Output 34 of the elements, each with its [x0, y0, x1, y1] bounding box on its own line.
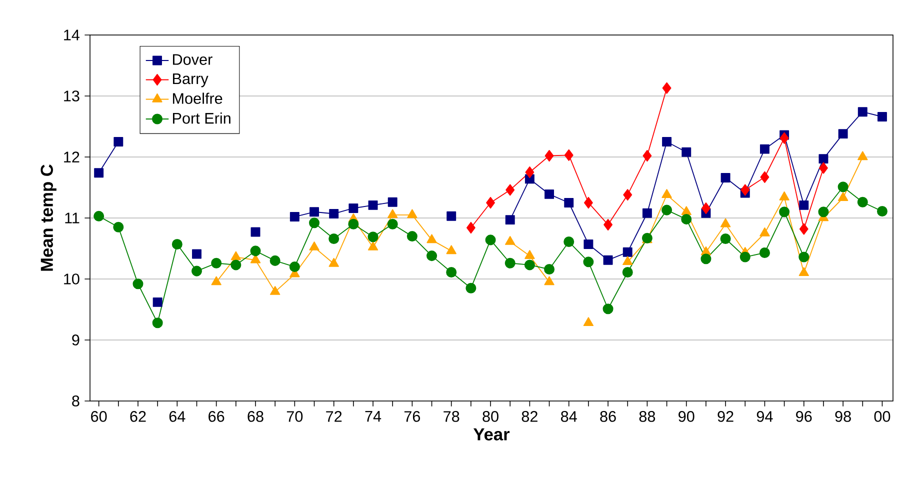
x-tick-label: 70 [286, 411, 303, 422]
y-tick-label: 8 [72, 396, 80, 406]
x-tick-label: 96 [796, 411, 812, 422]
x-tick-label: 00 [874, 411, 890, 422]
x-tick-label: 72 [326, 411, 342, 422]
y-tick-label: 9 [72, 334, 80, 346]
x-tick-label: 82 [522, 411, 538, 422]
x-tick-label: 78 [444, 411, 460, 422]
x-tick-label: 62 [130, 411, 146, 422]
x-tick-label: 94 [756, 411, 773, 422]
legend-label: Port Erin [173, 112, 230, 124]
x-tick-label: 86 [600, 411, 616, 422]
x-tick-label: 68 [248, 411, 264, 422]
y-axis-title: Mean temp C [40, 164, 56, 271]
legend-label: Barry [173, 73, 208, 88]
x-tick-label: 64 [169, 411, 186, 422]
y-tick-label: 14 [64, 30, 80, 40]
x-tick-label: 74 [365, 411, 382, 422]
y-tick-label: 12 [64, 152, 80, 162]
y-tick-label: 10 [64, 274, 80, 284]
legend-label: Dover [173, 54, 212, 65]
x-tick-label: 76 [404, 411, 420, 422]
x-axis-title: Year [473, 428, 510, 440]
y-tick-label: 13 [64, 90, 80, 102]
x-tick-label: 92 [718, 411, 734, 422]
x-tick-label: 60 [91, 411, 107, 422]
x-tick-label: 80 [482, 411, 498, 422]
x-tick-label: 88 [639, 411, 656, 422]
x-tick-label: 98 [835, 411, 851, 422]
legend-label: Moelfre [173, 92, 222, 104]
x-tick-label: 84 [561, 411, 577, 422]
x-tick-label: 90 [678, 411, 694, 422]
x-tick-label: 66 [208, 411, 224, 422]
y-tick-label: 11 [65, 212, 80, 224]
